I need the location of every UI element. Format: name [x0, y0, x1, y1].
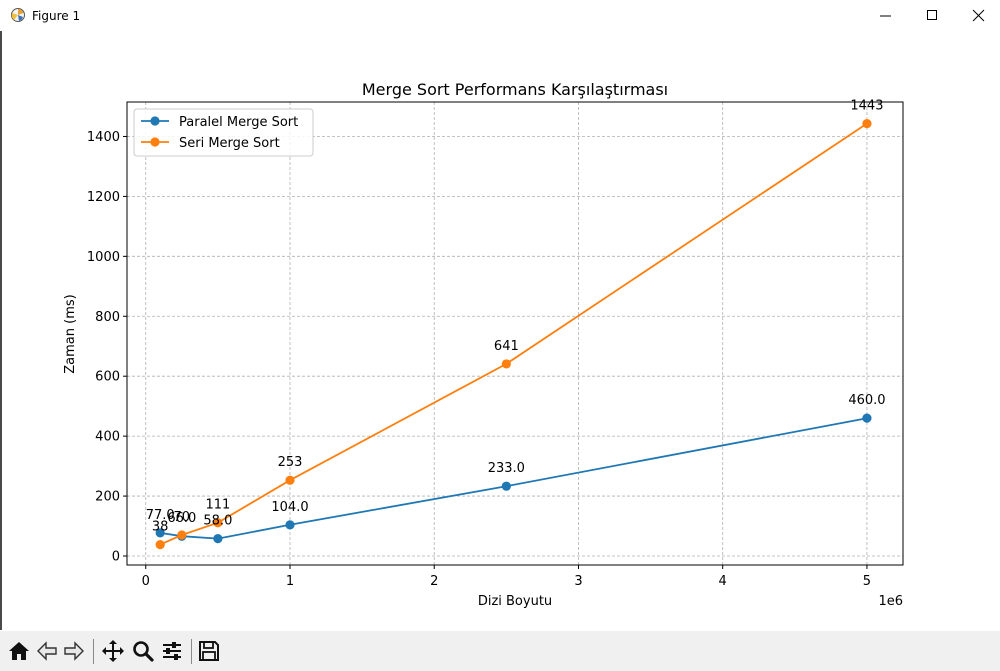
y-tick-label: 800	[95, 310, 120, 325]
data-label: 66.0	[167, 511, 196, 526]
y-tick-label: 600	[95, 370, 120, 385]
save-icon	[199, 641, 219, 661]
toolbar-separator	[93, 639, 94, 664]
back-arrow-icon	[37, 641, 57, 661]
y-tick-label: 1000	[87, 250, 120, 265]
data-point-paralel-merge-sort	[501, 481, 511, 491]
legend-marker-paralel-merge-sort	[150, 116, 160, 126]
x-tick-label: 1	[286, 574, 294, 589]
title-bar: Figure 1	[0, 0, 1000, 31]
x-tick-label: 0	[142, 574, 150, 589]
data-label: 641	[494, 339, 519, 354]
data-label: 1443	[850, 99, 883, 114]
data-point-paralel-merge-sort	[862, 413, 872, 423]
zoom-icon	[133, 641, 154, 662]
toolbar-separator	[191, 639, 192, 664]
figure-canvas[interactable]: Merge Sort Performans Karşılaştırması 0 1…	[0, 0, 1000, 631]
axes-frame	[126, 101, 904, 566]
configure-subplots-icon	[163, 642, 181, 660]
data-point-seri-merge-sort	[862, 118, 872, 129]
back-button[interactable]	[33, 637, 61, 665]
legend: Paralel Merge Sort Seri Merge Sort	[133, 108, 314, 157]
close-button[interactable]	[956, 0, 1000, 31]
minimize-icon	[880, 15, 891, 17]
y-tick-label: 400	[95, 430, 120, 445]
x-tick-label: 3	[574, 574, 582, 589]
data-label: 70	[174, 510, 191, 525]
maximize-icon	[927, 10, 937, 20]
data-label: 111	[205, 498, 230, 513]
data-label: 38	[152, 520, 169, 535]
matplotlib-app-icon	[11, 8, 25, 22]
x-tick-label: 4	[719, 574, 727, 589]
grid	[127, 102, 903, 565]
y-tick-label: 1400	[87, 130, 120, 145]
configure-subplots-button[interactable]	[158, 637, 186, 665]
y-tick-label: 1200	[87, 190, 120, 205]
data-label: 104.0	[271, 500, 308, 515]
home-button[interactable]	[5, 637, 33, 665]
data-point-paralel-merge-sort	[285, 520, 295, 530]
pan-button[interactable]	[99, 637, 127, 665]
navigation-toolbar	[0, 631, 1000, 671]
x-tick-label: 5	[863, 574, 871, 589]
data-label: 77.0	[146, 508, 175, 523]
data-point-seri-merge-sort	[501, 359, 511, 369]
data-label: 460.0	[848, 393, 885, 408]
x-offset-text: 1e6	[878, 594, 903, 609]
axis-ticks: 0 1 2 3 4 5 0 200 400 600 800 1000 1200 1400	[87, 130, 871, 589]
forward-button[interactable]	[60, 637, 88, 665]
data-point-paralel-merge-sort	[155, 528, 165, 538]
data-point-paralel-merge-sort	[213, 534, 223, 544]
window-border	[0, 0, 2, 630]
save-button[interactable]	[195, 637, 223, 665]
legend-box	[133, 108, 314, 157]
legend-marker-seri-merge-sort	[150, 137, 160, 147]
y-tick-label: 0	[112, 550, 120, 565]
x-axis-label: Dizi Boyutu	[478, 594, 552, 609]
maximize-button[interactable]	[910, 0, 956, 31]
data-label: 233.0	[488, 461, 525, 476]
series-layer	[155, 118, 872, 550]
series-line-seri-merge-sort	[159, 122, 868, 546]
y-axis-label: Zaman (ms)	[63, 294, 78, 373]
legend-entry-seri-merge-sort: Seri Merge Sort	[179, 136, 280, 151]
home-icon	[9, 642, 29, 660]
data-point-seri-merge-sort	[285, 475, 295, 485]
pan-icon	[102, 640, 124, 662]
data-label: 58.0	[203, 514, 232, 529]
data-point-seri-merge-sort	[213, 518, 223, 528]
close-icon	[972, 9, 985, 22]
minimize-button[interactable]	[863, 0, 909, 31]
chart-title: Merge Sort Performans Karşılaştırması	[362, 80, 668, 99]
data-point-seri-merge-sort	[177, 530, 187, 540]
x-tick-label: 2	[430, 574, 438, 589]
data-labels: 77.066.0 58.0 104.0 233.0 460.0 38 70 111 253 641…	[146, 99, 886, 535]
data-point-seri-merge-sort	[155, 540, 165, 550]
data-label: 253	[278, 455, 303, 470]
y-tick-label: 200	[95, 490, 120, 505]
zoom-button[interactable]	[129, 637, 157, 665]
forward-arrow-icon	[64, 641, 84, 661]
legend-entry-paralel-merge-sort: Paralel Merge Sort	[179, 115, 298, 130]
window-title: Figure 1	[32, 9, 81, 23]
